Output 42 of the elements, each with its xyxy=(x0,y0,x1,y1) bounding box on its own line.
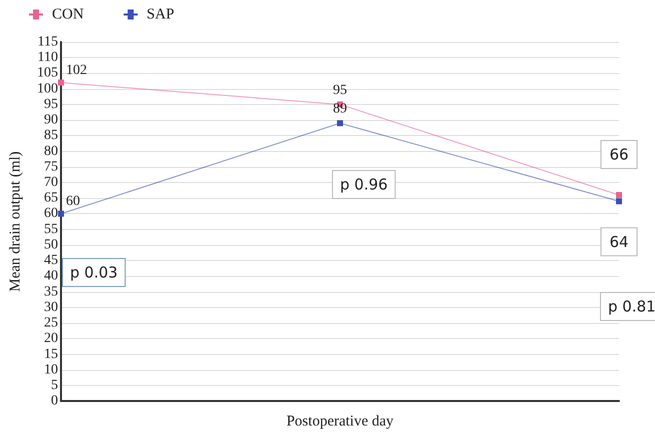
y-tick-label: 75 xyxy=(44,159,58,174)
point xyxy=(58,80,64,86)
point xyxy=(616,192,622,198)
y-tick-label: 115 xyxy=(38,34,58,50)
y-tick-label: 55 xyxy=(44,222,58,237)
y-axis-title: Mean drain output (ml) xyxy=(8,151,24,292)
point xyxy=(616,198,622,204)
x-axis-title: Postoperative day xyxy=(286,414,394,430)
y-tick-label: 70 xyxy=(44,175,58,190)
data-label: 89 xyxy=(333,102,347,117)
y-tick-label: 95 xyxy=(44,96,58,112)
annotation: p 0.03 xyxy=(70,264,118,282)
y-tick-label: 110 xyxy=(38,50,58,66)
y-tick-label: 10 xyxy=(44,362,58,378)
y-tick-label: 35 xyxy=(44,284,58,300)
y-tick-label: 5 xyxy=(51,378,58,393)
y-tick-label: 65 xyxy=(44,190,58,206)
y-tick-label: 0 xyxy=(51,394,58,409)
y-tick-label: 45 xyxy=(44,253,58,268)
legend-label: CON xyxy=(52,6,84,22)
annotation: p 0.96 xyxy=(340,176,388,194)
y-tick-label: 20 xyxy=(44,331,58,346)
y-tick-label: 15 xyxy=(44,346,58,362)
data-label: 60 xyxy=(66,194,80,210)
point xyxy=(337,120,343,126)
point xyxy=(58,210,64,217)
data-label: 95 xyxy=(333,82,347,98)
y-tick-label: 85 xyxy=(44,128,58,144)
annotation: p 0.81 xyxy=(608,298,655,316)
y-tick-label: 25 xyxy=(44,316,58,331)
data-label: 102 xyxy=(66,63,87,78)
y-tick-label: 50 xyxy=(44,237,58,252)
legend-label: SAP xyxy=(146,6,174,22)
data-label: 66 xyxy=(609,146,629,164)
y-tick-label: 60 xyxy=(44,206,58,222)
data-label: 64 xyxy=(609,232,629,251)
y-tick-label: 80 xyxy=(44,144,58,159)
y-tick-label: 105 xyxy=(37,66,58,81)
y-tick-label: 90 xyxy=(44,112,58,128)
y-tick-label: 40 xyxy=(44,268,58,284)
y-tick-label: 100 xyxy=(37,81,58,96)
y-tick-label: 30 xyxy=(44,300,58,315)
